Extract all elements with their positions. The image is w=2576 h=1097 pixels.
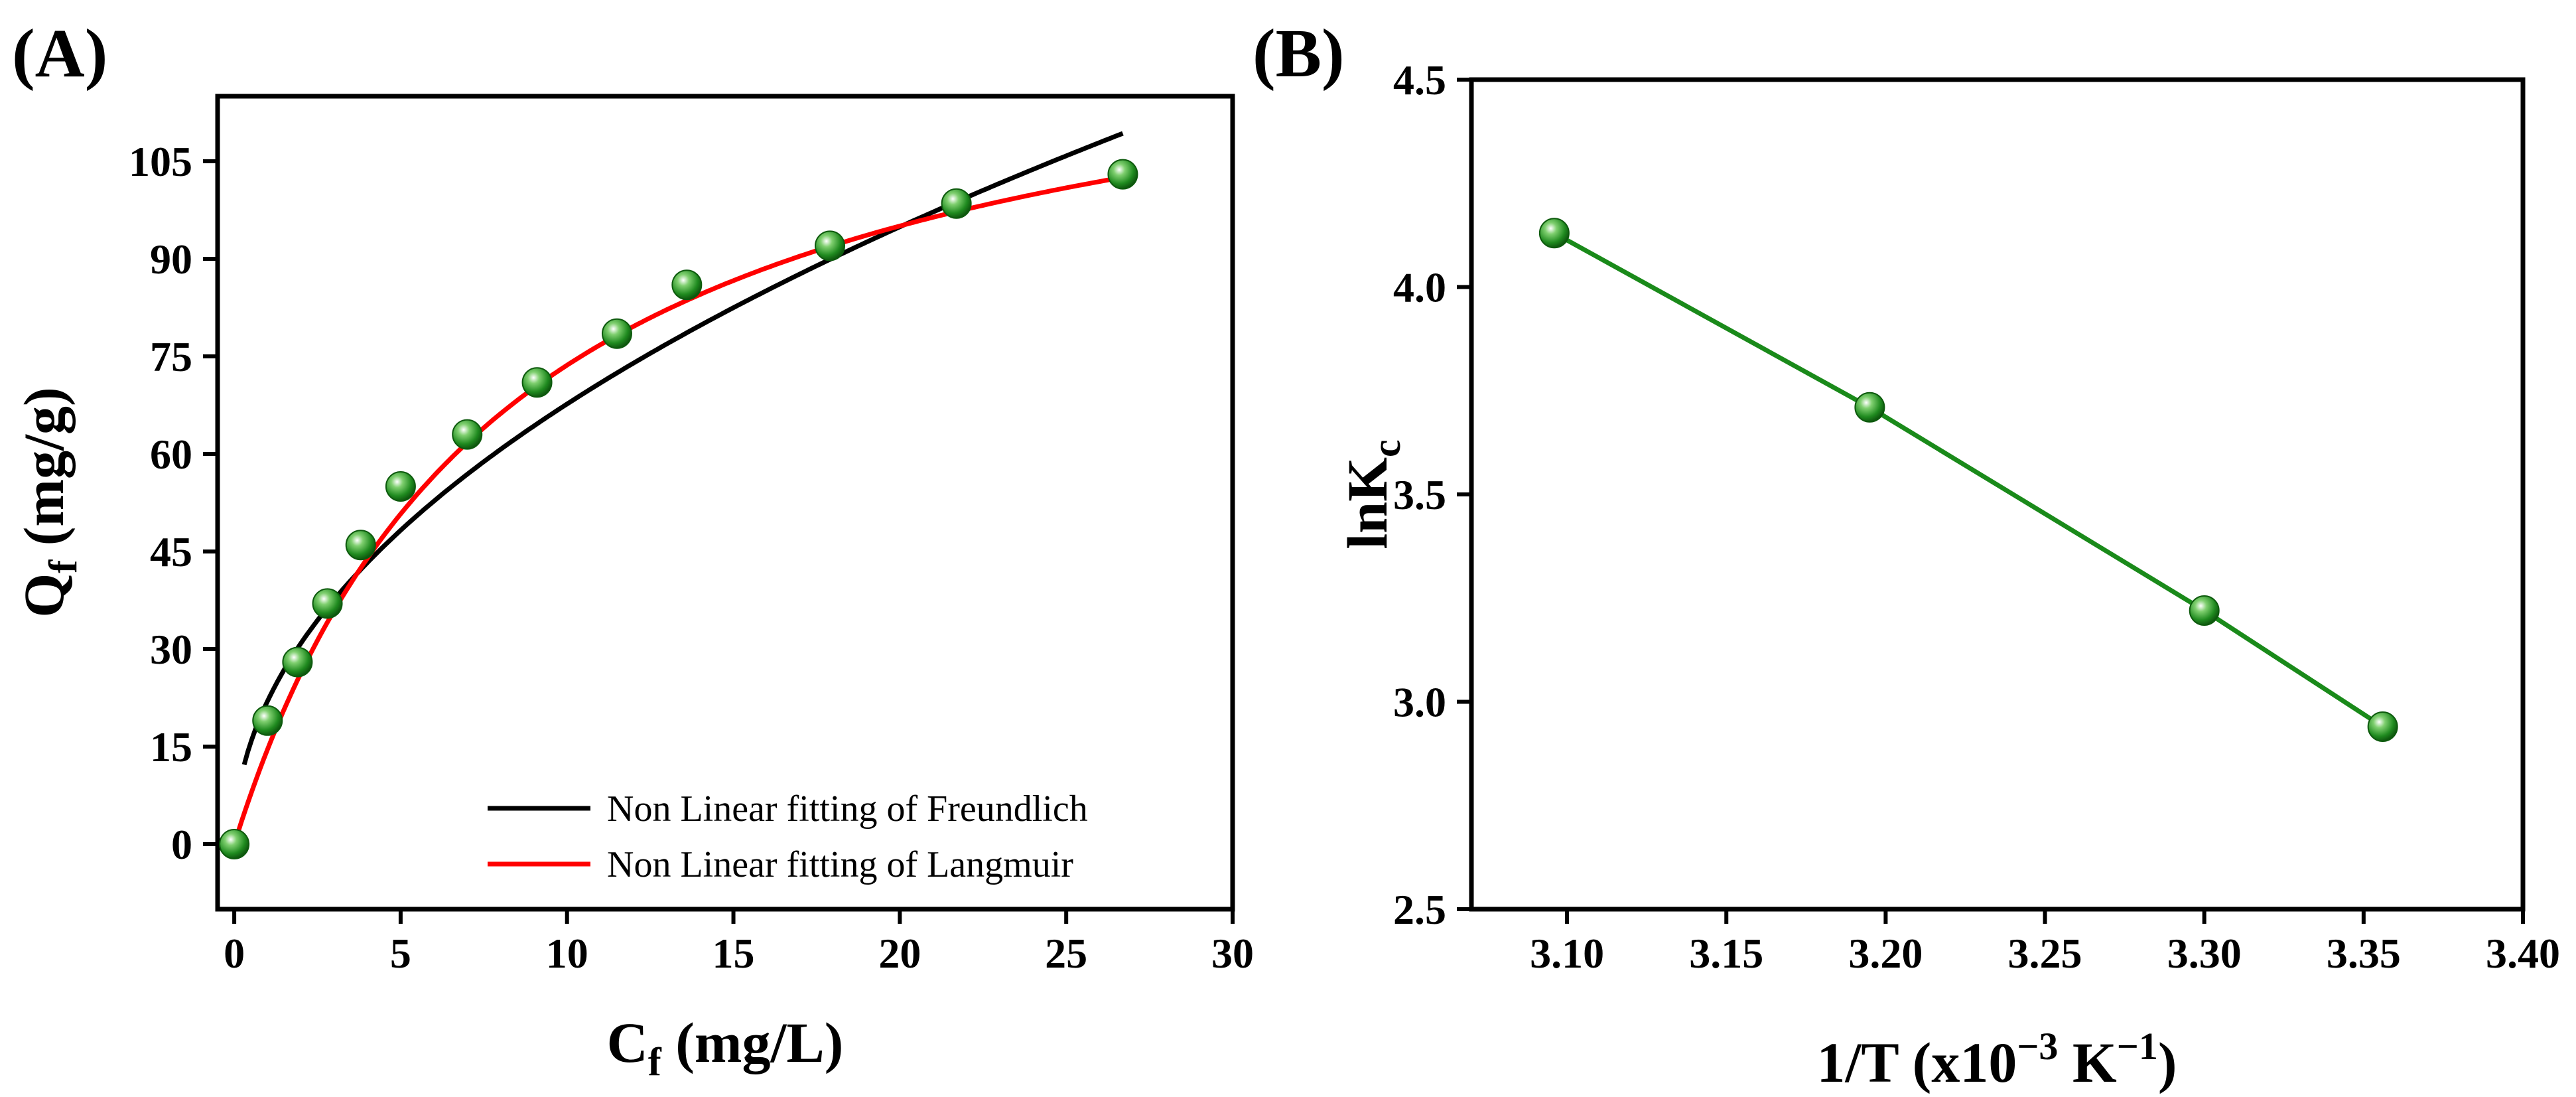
panel-b-label: (B) [1253,15,1345,92]
panel-a-data-point [312,588,343,619]
panel-a-x-title-main: C [607,1011,648,1074]
langmuir-curve [232,175,1124,845]
panel-b-x-title-mid: K [2058,1031,2117,1094]
panel-b-x-tick-label: 3.20 [1848,930,1923,977]
panel-a-x-tick-label: 5 [390,930,411,977]
panel-a-frame [215,94,1235,912]
panel-a-data-point [282,646,313,678]
panel-b-x-tick-label: 3.25 [2008,930,2082,977]
panel-a-y-tick-label: 15 [150,723,192,770]
panel-b-curves [1553,231,2384,729]
panel-a-data-point [941,188,972,219]
panel-a-data-point [521,367,553,398]
panel-b-data-point [2189,595,2220,626]
panel-a-data-point [252,705,283,736]
panel-a-data-point [345,530,376,561]
panel-a-data-point [1107,159,1138,190]
freundlich-curve [241,131,1124,766]
panel-b-data-point [2367,711,2398,742]
panel-b-y-tick-label: 3.5 [1393,471,1446,518]
legend-langmuir-label: Non Linear fitting of Langmuir [607,844,1073,885]
panel-a-points [219,159,1138,859]
panel-b-x-title: 1/T (x10−3 K−1) [1816,1025,2177,1094]
panel-b-x-tick-label: 3.10 [1530,930,1604,977]
panel-a-x-title-sub: f [648,1040,662,1084]
panel-a-y-tick-label: 60 [150,431,192,478]
panel-b-data-point [1538,218,1570,249]
panel-a-data-point [671,269,703,301]
panel-b-y-tick-label: 4.0 [1393,264,1446,311]
panel-b-y-tick-label: 3.0 [1393,679,1446,726]
panel-a-x-tick-label: 25 [1045,930,1087,977]
panel-a-y-tick-label: 0 [171,821,192,868]
panel-b-x-title-sup2: −1 [2117,1025,2158,1068]
panel-a-ticks: 0 5 10 15 20 25 30 0 15 30 45 60 75 90 105 [129,138,1254,977]
panel-a-x-tick-label: 20 [878,930,921,977]
panel-b-line [1553,231,2384,729]
panel-b-frame [1469,77,2526,912]
legend-freundlich-label: Non Linear fitting of Freundlich [607,788,1088,830]
panel-a-x-tick-label: 30 [1211,930,1254,977]
panel-b-x-title-main: 1/T (x10 [1816,1031,2017,1094]
panel-b-x-tick-label: 3.40 [2486,930,2560,977]
panel-a-label: (A) [12,15,107,92]
panel-b-y-tick-label: 4.5 [1393,56,1446,104]
panel-b-ticks: 3.10 3.15 3.20 3.25 3.30 3.35 3.40 2.5 3.0 3.5 4.0… [1393,56,2560,977]
panel-a-y-title: Qf (mg/g) [12,387,85,617]
panel-b-y-tick-label: 2.5 [1393,886,1446,933]
panel-a-y-tick-label: 75 [150,333,192,380]
panel-b-x-tick-label: 3.30 [2167,930,2242,977]
panel-b-y-title-main: lnK [1335,457,1399,549]
panel-a-data-point [385,471,416,502]
panel-a-y-tick-label: 30 [150,626,192,673]
panel-b-y-title: lnKc [1335,439,1408,549]
panel-a-data-point [219,829,250,859]
panel-a-data-point [452,419,483,450]
panel-b-x-tick-label: 3.15 [1689,930,1763,977]
panel-a-x-tick-label: 0 [224,930,245,977]
panel-a-legend: Non Linear fitting of Freundlich Non Lin… [488,788,1088,885]
panel-b-y-title-sub: c [1365,439,1408,457]
panel-a-y-title-sub: f [41,559,85,573]
panel-a-y-title-main: Q [12,573,76,618]
panel-a-x-title-rest: (mg/L) [661,1011,844,1074]
panel-a-data-point [815,230,846,261]
panel-a-x-title: Cf (mg/L) [607,1011,844,1084]
panel-a-data-point [601,318,632,349]
panel-a-x-tick-label: 15 [712,930,755,977]
panel-b: (B) 3.10 3.15 3.20 3.25 3.30 3.35 3.402.53.03.… [1253,15,2560,1094]
panel-b-x-tick-label: 3.35 [2327,930,2401,977]
panel-a-curves [232,131,1124,845]
panel-a: (A) 0 5 10 15 20 25 30 0 15 30 45 60 75 90 105 Non Lin… [12,15,1254,1084]
panel-a-x-tick-label: 10 [546,930,588,977]
panel-a-y-tick-label: 45 [150,528,192,575]
panel-b-x-title-end: ) [2158,1031,2177,1094]
panel-b-points [1538,218,2398,742]
panel-a-y-title-rest: (mg/g) [12,387,76,559]
panel-a-y-tick-label: 105 [129,138,192,185]
panel-b-data-point [1854,392,1885,423]
panel-b-x-title-sup: −3 [2017,1025,2058,1068]
panel-a-y-tick-label: 90 [150,236,192,283]
